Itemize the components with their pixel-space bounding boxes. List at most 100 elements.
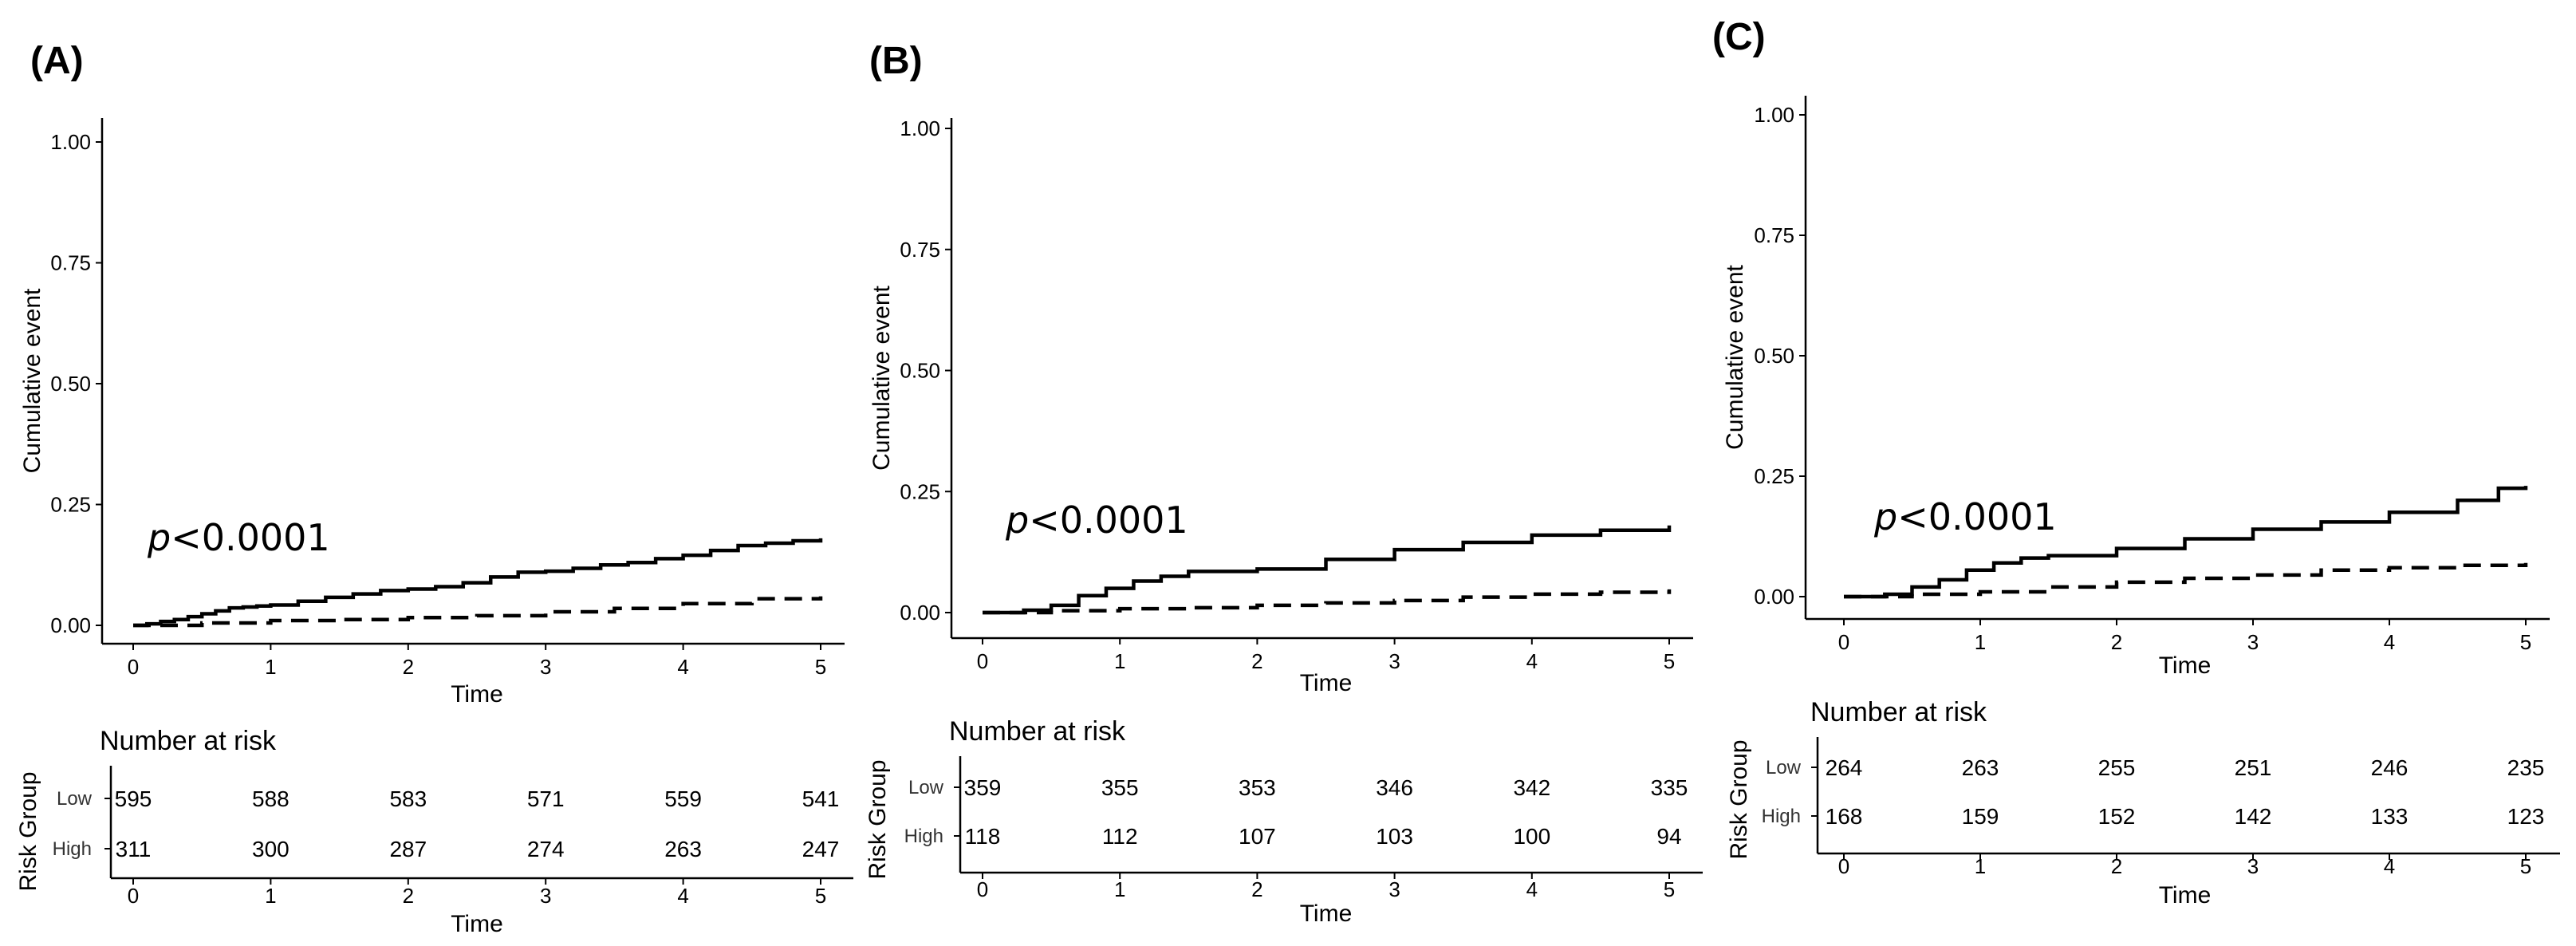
risk-count-cell: 264 xyxy=(1826,755,1863,780)
km-curve-high xyxy=(133,596,823,628)
km-curve-high xyxy=(983,589,1672,615)
km-curve-low xyxy=(1844,486,2528,599)
risk-count-cell: 100 xyxy=(1513,824,1550,849)
p-value-symbol: p xyxy=(1873,495,1897,538)
y-tick-label: 1.00 xyxy=(1754,103,1794,127)
risk-x-tick-label: 0 xyxy=(1838,854,1849,878)
y-tick-label: 0.75 xyxy=(900,238,940,262)
risk-table-title: Number at risk xyxy=(100,726,277,756)
y-tick-label: 0.50 xyxy=(900,359,940,383)
risk-table-title: Number at risk xyxy=(1810,697,1987,727)
risk-x-tick-label: 3 xyxy=(1388,877,1400,901)
risk-table-x-title: Time xyxy=(1300,901,1353,927)
panel-label: (B) xyxy=(869,40,923,82)
x-tick-label: 2 xyxy=(1251,649,1262,673)
x-axis-title: Time xyxy=(2159,652,2212,679)
risk-group-label: Low xyxy=(1766,757,1802,778)
y-tick-label: 0.25 xyxy=(1754,464,1794,488)
x-axis-title: Time xyxy=(451,681,503,708)
risk-count-cell: 583 xyxy=(389,786,427,811)
risk-x-tick-label: 3 xyxy=(540,884,551,908)
risk-count-cell: 152 xyxy=(2098,804,2136,829)
x-tick-label: 0 xyxy=(977,649,988,673)
risk-count-cell: 595 xyxy=(115,786,152,811)
km-panel-2: (B) 0.00 0.25 0.50 0.75 1.00 0 1 2 3 4 5 Cumulative … xyxy=(865,40,1703,927)
x-tick-label: 5 xyxy=(1664,649,1675,673)
km-curve-high xyxy=(1844,562,2528,599)
risk-count-cell: 588 xyxy=(252,786,290,811)
panel-label: (A) xyxy=(30,40,84,82)
risk-count-cell: 300 xyxy=(252,837,290,861)
risk-x-tick-label: 5 xyxy=(1664,877,1675,901)
risk-count-cell: 112 xyxy=(1102,824,1138,849)
x-axis-title: Time xyxy=(1300,670,1353,696)
risk-count-cell: 168 xyxy=(1826,804,1863,829)
risk-count-cell: 263 xyxy=(664,837,702,861)
km-curve-low xyxy=(133,538,823,628)
risk-count-cell: 311 xyxy=(116,837,152,861)
p-value-text: <0.0001 xyxy=(171,516,330,559)
x-tick-label: 3 xyxy=(2247,630,2259,654)
risk-count-cell: 355 xyxy=(1101,775,1139,800)
risk-count-cell: 255 xyxy=(2098,755,2136,780)
y-axis-title: Cumulative event xyxy=(869,285,895,470)
x-tick-label: 1 xyxy=(265,655,276,679)
risk-count-cell: 235 xyxy=(2507,755,2545,780)
x-tick-label: 0 xyxy=(128,655,139,679)
risk-count-cell: 559 xyxy=(664,786,702,811)
p-value-text: <0.0001 xyxy=(1897,495,2057,538)
risk-count-cell: 342 xyxy=(1513,775,1550,800)
risk-count-cell: 103 xyxy=(1376,824,1413,849)
risk-count-cell: 541 xyxy=(802,786,840,811)
risk-count-cell: 263 xyxy=(1962,755,1999,780)
y-tick-label: 0.50 xyxy=(1754,344,1794,368)
risk-x-tick-label: 3 xyxy=(2247,854,2259,878)
risk-count-cell: 247 xyxy=(802,837,840,861)
y-tick-label: 0.00 xyxy=(50,613,91,637)
x-tick-label: 0 xyxy=(1838,630,1849,654)
y-axis-title: Cumulative event xyxy=(19,288,45,473)
x-tick-label: 4 xyxy=(677,655,688,679)
risk-count-cell: 246 xyxy=(2371,755,2409,780)
y-tick-label: 1.00 xyxy=(900,116,940,140)
p-value-symbol: p xyxy=(147,516,171,559)
risk-group-axis-title: Risk Group xyxy=(15,771,41,891)
x-tick-label: 5 xyxy=(815,655,826,679)
risk-x-tick-label: 5 xyxy=(815,884,826,908)
risk-x-tick-label: 2 xyxy=(1251,877,1262,901)
y-tick-label: 0.00 xyxy=(1754,585,1794,609)
p-value-text: <0.0001 xyxy=(1029,499,1188,542)
y-tick-label: 0.25 xyxy=(50,493,91,517)
panel-label: (C) xyxy=(1712,16,1766,58)
x-tick-label: 3 xyxy=(1388,649,1400,673)
km-curve-low xyxy=(983,525,1672,615)
x-tick-label: 2 xyxy=(403,655,414,679)
risk-count-cell: 359 xyxy=(964,775,1002,800)
risk-count-cell: 335 xyxy=(1651,775,1688,800)
risk-table-title: Number at risk xyxy=(949,716,1126,747)
x-tick-label: 5 xyxy=(2520,630,2531,654)
x-tick-label: 1 xyxy=(1975,630,1986,654)
risk-count-cell: 571 xyxy=(527,786,565,811)
risk-x-tick-label: 4 xyxy=(1526,877,1538,901)
x-tick-label: 4 xyxy=(1526,649,1538,673)
risk-x-tick-label: 2 xyxy=(403,884,414,908)
x-tick-label: 2 xyxy=(2111,630,2122,654)
y-tick-label: 0.75 xyxy=(50,251,91,275)
risk-x-tick-label: 0 xyxy=(977,877,988,901)
p-value-annotation: p<0.0001 xyxy=(1005,499,1188,542)
risk-count-cell: 107 xyxy=(1239,824,1276,849)
risk-group-label: Low xyxy=(57,788,93,810)
risk-x-tick-label: 4 xyxy=(2384,854,2395,878)
y-tick-label: 0.50 xyxy=(50,372,91,396)
risk-count-cell: 251 xyxy=(2235,755,2272,780)
y-tick-label: 0.75 xyxy=(1754,223,1794,247)
risk-group-axis-title: Risk Group xyxy=(1726,739,1752,859)
risk-group-label: High xyxy=(53,838,92,860)
p-value-symbol: p xyxy=(1005,499,1029,542)
x-tick-label: 1 xyxy=(1114,649,1125,673)
risk-x-tick-label: 4 xyxy=(677,884,688,908)
x-tick-label: 3 xyxy=(540,655,551,679)
p-value-annotation: p<0.0001 xyxy=(147,516,330,559)
risk-x-tick-label: 1 xyxy=(265,884,276,908)
